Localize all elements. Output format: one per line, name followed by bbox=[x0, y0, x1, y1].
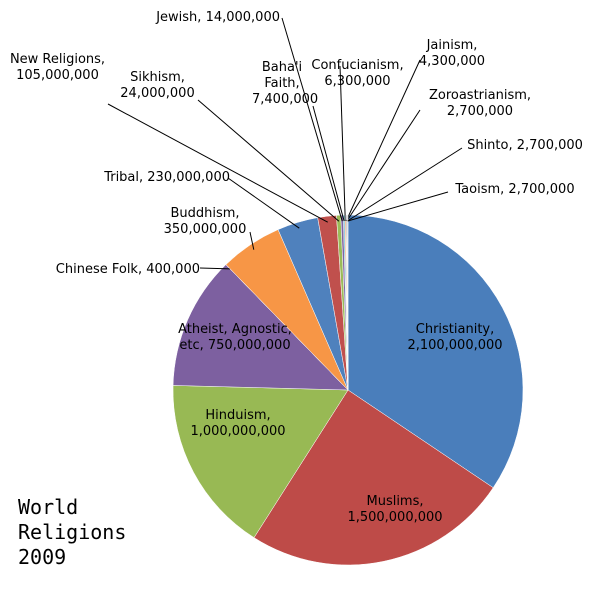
slice-label: Jewish, 14,000,000 bbox=[130, 10, 280, 26]
leader-line bbox=[339, 65, 346, 222]
slice-label: Atheist, Agnostic, etc, 750,000,000 bbox=[175, 322, 295, 354]
category-label: Christianity, bbox=[415, 322, 495, 337]
leader-line bbox=[281, 17, 343, 222]
value-label: 1,500,000,000 bbox=[347, 510, 443, 525]
category-label: Baha'i Faith, bbox=[261, 60, 303, 91]
value-label: 400,000 bbox=[146, 262, 200, 277]
value-label: 230,000,000 bbox=[147, 170, 230, 185]
leader-line bbox=[347, 147, 463, 222]
value-label: 2,100,000,000 bbox=[407, 338, 503, 353]
category-label: Jainism, bbox=[426, 38, 478, 53]
value-label: 750,000,000 bbox=[207, 338, 291, 353]
slice-label: Hinduism, 1,000,000,000 bbox=[168, 408, 308, 440]
value-label: 7,400,000 bbox=[252, 92, 319, 107]
value-label: 6,300,000 bbox=[324, 74, 391, 89]
category-label: Jewish, bbox=[156, 10, 202, 25]
slice-label: Jainism, 4,300,000 bbox=[412, 38, 492, 70]
slice-label: Buddhism, 350,000,000 bbox=[135, 206, 275, 238]
slice-label: Confucianism, 6,300,000 bbox=[305, 58, 410, 90]
chart-title: World Religions 2009 bbox=[18, 495, 127, 569]
leader-line bbox=[347, 191, 449, 222]
leader-line bbox=[107, 103, 328, 223]
leader-line bbox=[197, 99, 340, 222]
slice-label: Christianity, 2,100,000,000 bbox=[385, 322, 525, 354]
category-label: Taoism, bbox=[455, 182, 505, 197]
slice-label: Sikhism, 24,000,000 bbox=[110, 70, 205, 102]
slice-label: New Religions, 105,000,000 bbox=[5, 52, 110, 84]
category-label: Buddhism, bbox=[170, 206, 240, 221]
category-label: Confucianism, bbox=[311, 58, 404, 73]
leader-line bbox=[227, 177, 300, 229]
slice-label: Muslims, 1,500,000,000 bbox=[325, 494, 465, 526]
category-label: Atheist, Agnostic, etc, bbox=[178, 322, 292, 353]
leader-line bbox=[249, 231, 255, 250]
value-label: 105,000,000 bbox=[16, 68, 99, 83]
leader-line bbox=[345, 59, 421, 222]
pie-slice bbox=[172, 264, 349, 391]
category-label: Zoroastrianism, bbox=[428, 88, 532, 103]
leader-line bbox=[199, 267, 231, 270]
value-label: 14,000,000 bbox=[205, 10, 280, 25]
value-label: 350,000,000 bbox=[163, 222, 247, 237]
value-label: 24,000,000 bbox=[120, 86, 195, 101]
category-label: Hinduism, bbox=[205, 408, 271, 423]
value-label: 2,700,000 bbox=[508, 182, 575, 197]
value-label: 4,300,000 bbox=[418, 54, 486, 69]
category-label: Shinto, bbox=[467, 138, 513, 153]
slice-label: Chinese Folk, 400,000 bbox=[50, 262, 200, 278]
category-label: Tribal, bbox=[104, 170, 144, 185]
pie-slice bbox=[172, 385, 349, 538]
category-label: Sikhism, bbox=[130, 70, 185, 85]
leader-line bbox=[312, 105, 345, 222]
value-label: 2,700,000 bbox=[516, 138, 583, 153]
slice-label: Tribal, 230,000,000 bbox=[60, 170, 230, 186]
leader-line bbox=[346, 109, 421, 222]
value-label: 1,000,000,000 bbox=[190, 424, 286, 439]
value-label: 2,700,000 bbox=[446, 104, 514, 119]
category-label: Chinese Folk, bbox=[55, 262, 143, 277]
category-label: Muslims, bbox=[366, 494, 424, 509]
category-label: New Religions, bbox=[9, 52, 106, 67]
slice-label: Shinto, 2,700,000 bbox=[455, 138, 595, 154]
pie-slice bbox=[347, 214, 524, 489]
slice-label: Taoism, 2,700,000 bbox=[445, 182, 585, 198]
slice-label: Baha'i Faith, 7,400,000 bbox=[252, 60, 318, 108]
pie-slice bbox=[253, 389, 494, 566]
slice-label: Zoroastrianism, 2,700,000 bbox=[405, 88, 555, 120]
